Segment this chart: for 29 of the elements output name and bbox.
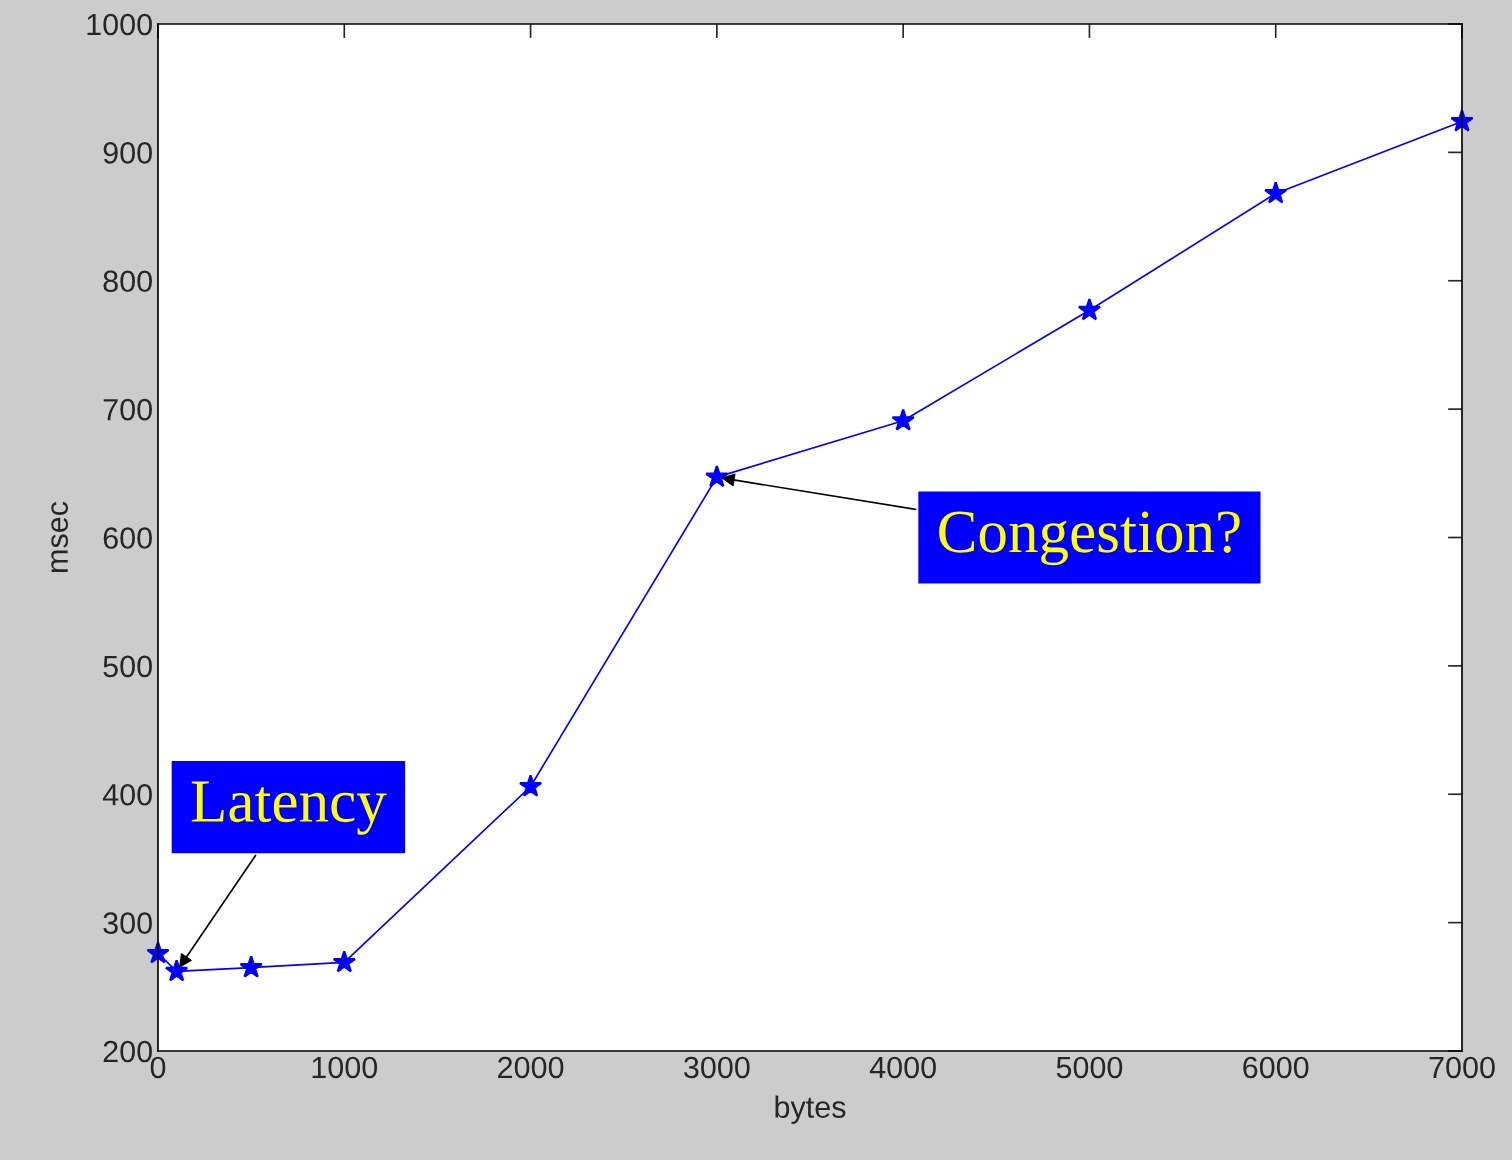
point xyxy=(332,950,356,973)
y-tick-label: 700 xyxy=(103,398,152,421)
point xyxy=(239,955,263,978)
y-tick-label: 800 xyxy=(103,270,152,293)
x-tick-label: 5000 xyxy=(1056,1056,1123,1079)
x-tick-label: 1000 xyxy=(312,1056,378,1079)
x-tick-label: 3000 xyxy=(684,1056,750,1079)
point xyxy=(518,774,543,797)
x-axis-title: bytes xyxy=(775,1095,846,1124)
annotation: Latency xyxy=(191,781,387,835)
y-tick-label: 200 xyxy=(103,1040,152,1063)
point xyxy=(1264,181,1288,204)
x-tick-label: 2000 xyxy=(498,1056,564,1079)
x-tick-label: 0 xyxy=(150,1056,166,1079)
point xyxy=(1077,298,1102,321)
y-tick-label: 300 xyxy=(103,912,152,934)
x-tick-label: 6000 xyxy=(1243,1056,1309,1079)
point xyxy=(164,959,189,982)
x-tick-label: 7000 xyxy=(1429,1056,1495,1079)
y-tick-label: 900 xyxy=(103,142,152,164)
x-tick-label: 4000 xyxy=(869,1056,936,1079)
y-axis-title: msec xyxy=(51,501,69,572)
y-tick-label: 600 xyxy=(103,527,152,549)
y-tick-label: 400 xyxy=(102,783,152,806)
point xyxy=(705,464,729,488)
y-tick-label: 1000 xyxy=(87,13,152,36)
annotation: Congestion? xyxy=(939,511,1240,566)
point xyxy=(891,408,915,431)
y-tick-label: 500 xyxy=(103,655,152,678)
